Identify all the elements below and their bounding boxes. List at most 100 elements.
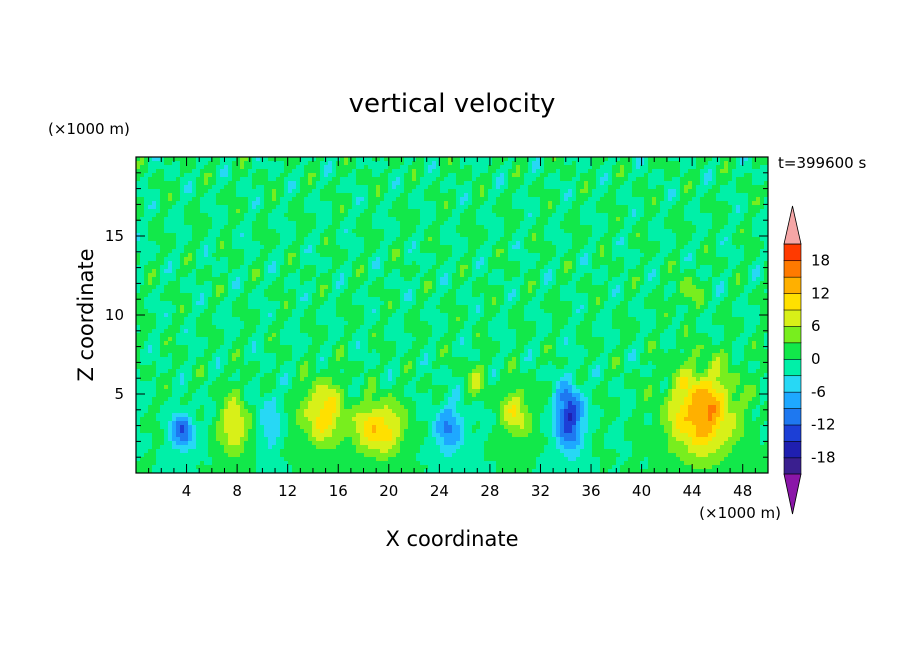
heatmap-cell (716, 169, 721, 174)
heatmap-cell (224, 181, 229, 186)
heatmap-cell (760, 237, 765, 242)
heatmap-cell (688, 269, 693, 274)
heatmap-cell (760, 161, 765, 166)
heatmap-cell (252, 257, 257, 262)
heatmap-cell (564, 181, 569, 186)
heatmap-cell (612, 189, 617, 194)
heatmap-cell (508, 201, 513, 206)
heatmap-cell (488, 225, 493, 230)
heatmap-cell (440, 277, 445, 282)
heatmap-cell (696, 269, 701, 274)
heatmap-cell (572, 269, 577, 274)
heatmap-cell (508, 249, 513, 254)
heatmap-cell (540, 173, 545, 178)
heatmap-cell (136, 217, 141, 222)
heatmap-cell (136, 269, 141, 274)
heatmap-cell (140, 177, 145, 182)
heatmap-cell (180, 257, 185, 262)
heatmap-cell (660, 201, 665, 206)
heatmap-cell (680, 245, 685, 250)
heatmap-cell (464, 205, 469, 210)
heatmap-cell (544, 249, 549, 254)
heatmap-cell (608, 241, 613, 246)
heatmap-cell (452, 233, 457, 238)
heatmap-cell (344, 169, 349, 174)
heatmap-cell (252, 225, 257, 230)
heatmap-cell (564, 201, 569, 206)
heatmap-cell (280, 233, 285, 238)
heatmap-cell (744, 241, 749, 246)
heatmap-cell (672, 197, 677, 202)
heatmap-cell (388, 249, 393, 254)
heatmap-cell (672, 169, 677, 174)
heatmap-cell (600, 181, 605, 186)
heatmap-cell (384, 181, 389, 186)
heatmap-cell (760, 201, 765, 206)
heatmap-cell (256, 245, 261, 250)
heatmap-cell (260, 165, 265, 170)
heatmap-cell (396, 169, 401, 174)
heatmap-cell (528, 165, 533, 170)
heatmap-cell (744, 269, 749, 274)
heatmap-cell (272, 197, 277, 202)
heatmap-cell (392, 229, 397, 234)
heatmap-cell (300, 277, 305, 282)
heatmap-cell (268, 253, 273, 258)
heatmap-cell (752, 241, 757, 246)
heatmap-cell (560, 233, 565, 238)
heatmap-cell (620, 245, 625, 250)
heatmap-cell (716, 257, 721, 262)
heatmap-cell (296, 169, 301, 174)
heatmap-cell (536, 213, 541, 218)
heatmap-cell (764, 177, 768, 182)
heatmap-cell (704, 253, 709, 258)
heatmap-cell (568, 209, 573, 214)
heatmap-cell (396, 277, 401, 282)
heatmap-cell (316, 281, 321, 286)
heatmap-cell (724, 197, 729, 202)
heatmap-cell (316, 249, 321, 254)
heatmap-cell (252, 193, 257, 198)
heatmap-cell (648, 213, 653, 218)
heatmap-cell (612, 165, 617, 170)
heatmap-cell (448, 185, 453, 190)
heatmap-cell (508, 241, 513, 246)
heatmap-cell (392, 221, 397, 226)
heatmap-cell (732, 205, 737, 210)
heatmap-cell (540, 269, 545, 274)
heatmap-cell (408, 269, 413, 274)
heatmap-cell (316, 177, 321, 182)
heatmap-cell (268, 241, 273, 246)
heatmap-cell (148, 197, 153, 202)
heatmap-cell (316, 169, 321, 174)
heatmap-cell (312, 245, 317, 250)
heatmap-cell (236, 217, 241, 222)
heatmap-cell (204, 261, 209, 266)
heatmap-cell (364, 265, 369, 270)
heatmap-cell (492, 281, 497, 286)
heatmap-cell (440, 193, 445, 198)
heatmap-cell (220, 245, 225, 250)
heatmap-cell (336, 201, 341, 206)
heatmap-cell (444, 165, 449, 170)
heatmap-cell (276, 237, 281, 242)
heatmap-cell (248, 157, 253, 162)
heatmap-cell (752, 245, 757, 250)
heatmap-cell (592, 197, 597, 202)
heatmap-cell (564, 193, 569, 198)
heatmap-cell (156, 221, 161, 226)
heatmap-cell (348, 281, 353, 286)
heatmap-cell (644, 181, 649, 186)
heatmap-cell (356, 217, 361, 222)
heatmap-cell (684, 265, 689, 270)
heatmap-cell (524, 269, 529, 274)
heatmap-cell (580, 201, 585, 206)
heatmap-cell (380, 217, 385, 222)
heatmap-cell (220, 185, 225, 190)
heatmap-cell (608, 209, 613, 214)
heatmap-cell (384, 189, 389, 194)
heatmap-cell (436, 269, 441, 274)
heatmap-cell (696, 229, 701, 234)
heatmap-cell (448, 201, 453, 206)
heatmap-cell (568, 165, 573, 170)
